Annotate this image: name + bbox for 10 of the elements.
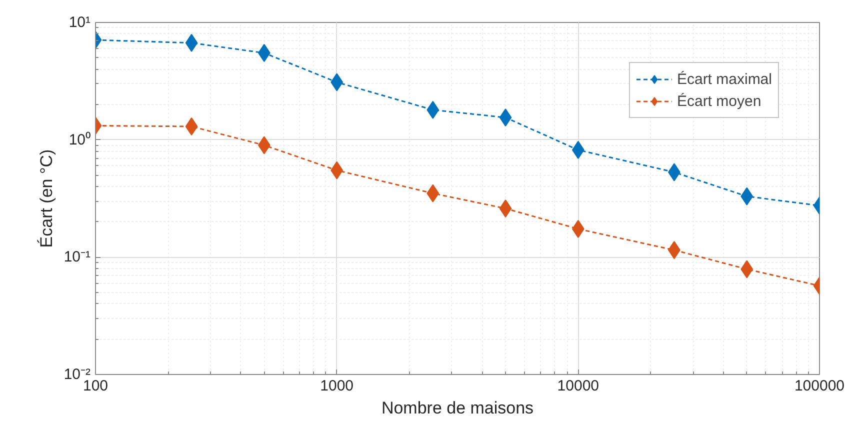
y-axis-title: Écart (en °C) (36, 149, 56, 248)
legend-label: Écart moyen (676, 92, 762, 110)
y-tick-label: 10¹ (68, 14, 91, 31)
legend-label: Écart maximal (676, 70, 772, 88)
x-tick-label: 10000 (557, 378, 600, 394)
y-tick-label: 10⁰ (68, 131, 91, 148)
x-tick-label: 1000 (320, 378, 354, 394)
x-axis-title: Nombre de maisons (381, 398, 534, 418)
x-tick-label: 100000 (794, 378, 845, 394)
y-tick-label: 10⁻¹ (64, 248, 91, 266)
